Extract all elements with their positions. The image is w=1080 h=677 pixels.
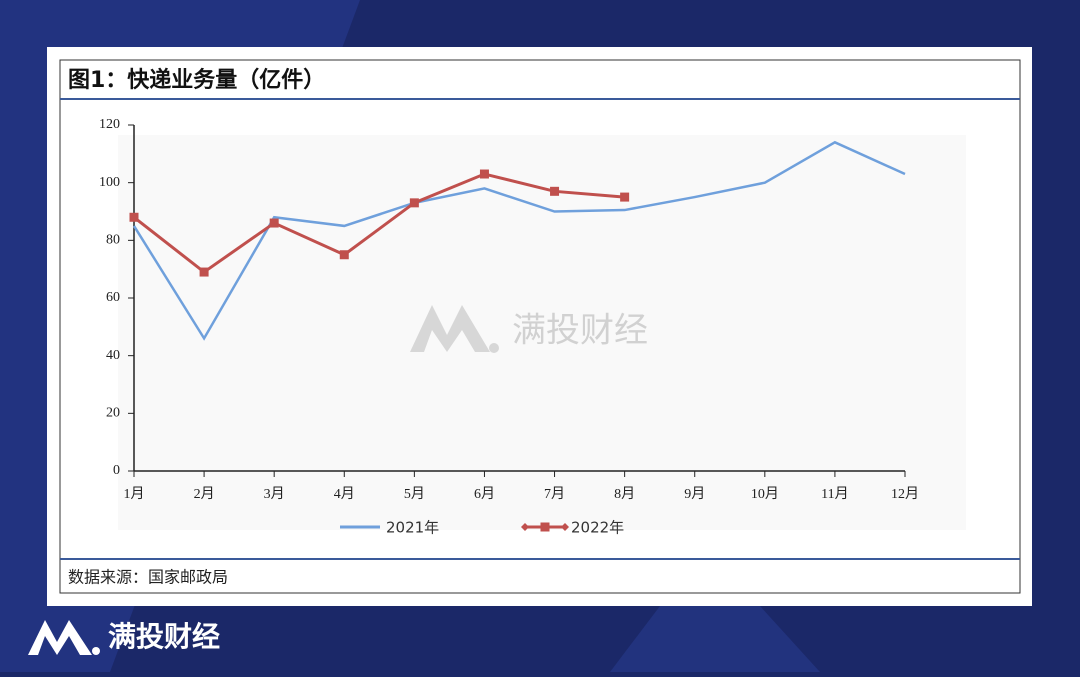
point-marker [269, 218, 279, 228]
y-tick-label: 40 [106, 348, 120, 363]
y-tick-label: 60 [106, 290, 120, 305]
point-marker [620, 192, 630, 202]
legend-label: 2021年 [386, 519, 439, 537]
y-tick-label: 0 [113, 463, 120, 478]
x-tick-label: 10月 [751, 486, 779, 502]
x-tick-label: 8月 [614, 486, 635, 502]
point-marker [129, 212, 139, 222]
legend-marker [540, 522, 550, 532]
y-tick-label: 80 [106, 233, 120, 248]
brand-logo [28, 620, 92, 655]
plot-bg [118, 135, 966, 530]
brand-dot [92, 647, 100, 655]
x-tick-label: 12月 [891, 486, 919, 502]
y-tick-label: 20 [106, 406, 120, 421]
point-marker [409, 198, 419, 208]
chart-title: 图1：快递业务量（亿件） [68, 67, 325, 93]
x-tick-label: 2月 [194, 486, 215, 502]
watermark-text: 满投财经 [512, 311, 648, 351]
point-marker [479, 169, 489, 179]
point-marker [550, 186, 560, 196]
series-line [132, 140, 906, 341]
x-tick-label: 9月 [684, 486, 705, 502]
x-tick-label: 11月 [821, 486, 848, 502]
series-line [133, 172, 625, 274]
legend-label: 2022年 [571, 519, 624, 537]
x-tick-label: 4月 [334, 486, 355, 502]
x-tick-label: 5月 [404, 486, 425, 502]
x-tick-label: 3月 [264, 486, 285, 502]
point-marker [199, 267, 209, 277]
point-marker [339, 250, 349, 260]
watermark-logo [410, 305, 490, 352]
y-tick-label: 100 [99, 175, 120, 190]
brand: 满投财经 [108, 620, 220, 653]
x-tick-label: 6月 [474, 486, 495, 502]
watermark-dot [489, 343, 499, 353]
source: 数据来源：国家邮政局 [68, 568, 228, 587]
bg-shape [610, 606, 820, 672]
y-tick-label: 120 [99, 117, 120, 132]
x-tick-label: 7月 [544, 486, 565, 502]
watermark: 满投财经 [410, 305, 648, 353]
frame [59, 59, 1021, 594]
x-tick-label: 1月 [124, 486, 145, 502]
legend-diamond [521, 523, 569, 531]
